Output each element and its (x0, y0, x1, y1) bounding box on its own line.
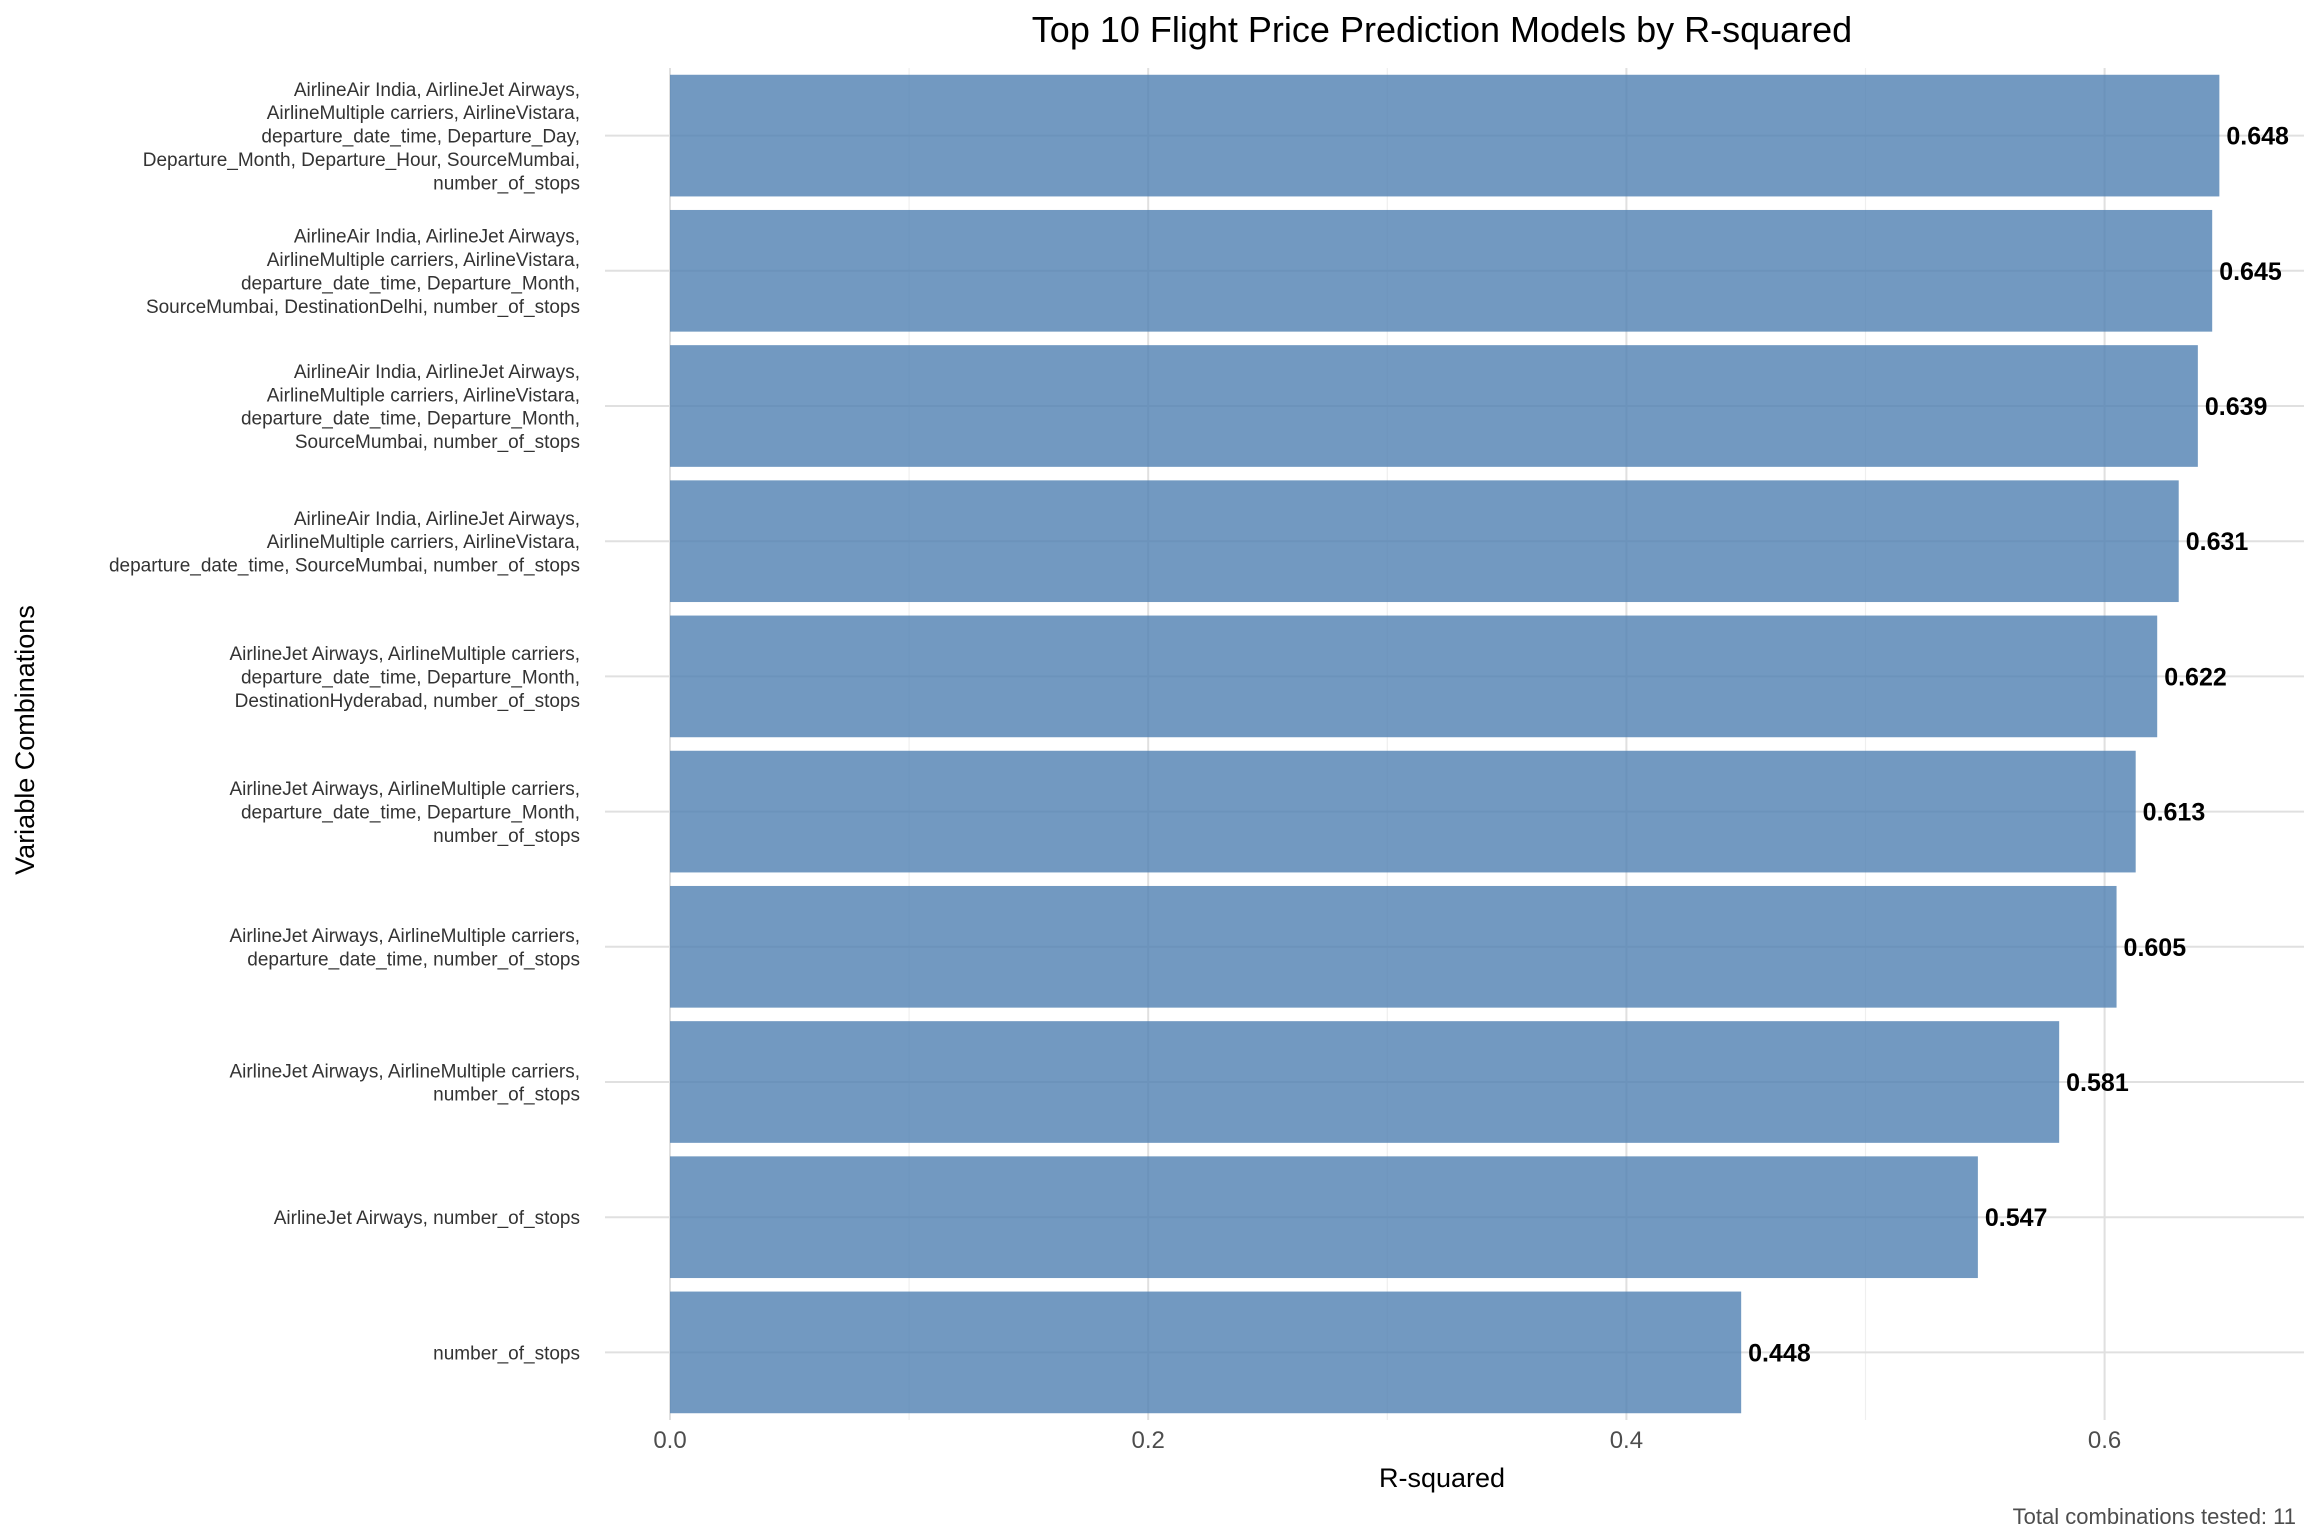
x-tick-label: 0.0 (653, 1427, 686, 1454)
chart-title: Top 10 Flight Price Prediction Models by… (1032, 9, 1852, 50)
y-tick-label: AirlineJet Airways, AirlineMultiple carr… (229, 779, 580, 847)
y-tick-label-line: departure_date_time, Departure_Month, (241, 667, 580, 688)
y-tick-label-line: departure_date_time, number_of_stops (247, 950, 580, 971)
x-tick-label: 0.4 (1610, 1427, 1643, 1454)
bar-value-label: 0.622 (2164, 663, 2227, 691)
bar-value-label: 0.547 (1985, 1204, 2048, 1232)
bar (670, 1156, 1978, 1279)
y-tick-label-line: AirlineJet Airways, number_of_stops (274, 1208, 580, 1229)
y-tick-label-line: AirlineJet Airways, AirlineMultiple carr… (229, 644, 580, 665)
y-tick-label: number_of_stops (433, 1343, 580, 1364)
y-tick-label: AirlineJet Airways, number_of_stops (274, 1208, 580, 1229)
y-tick-label-line: number_of_stops (433, 173, 580, 194)
y-axis-title: Variable Combinations (10, 605, 40, 875)
y-tick-label-line: AirlineMultiple carriers, AirlineVistara… (267, 103, 580, 124)
bar (670, 1021, 2060, 1143)
bar (670, 1291, 1742, 1414)
y-tick-label: AirlineAir India, AirlineJet Airways, Air… (109, 509, 580, 577)
bar-value-label: 0.639 (2205, 393, 2268, 421)
y-tick-label-line: AirlineJet Airways, AirlineMultiple carr… (229, 926, 580, 947)
bar-value-label: 0.648 (2226, 123, 2289, 151)
y-tick-label: AirlineJet Airways, AirlineMultiple carr… (229, 926, 580, 970)
y-tick-label: AirlineAir India, AirlineJet Airways, Air… (241, 362, 580, 453)
y-tick-label-line: AirlineAir India, AirlineJet Airways, (294, 227, 580, 248)
chart-caption: Total combinations tested: 11 (2013, 1504, 2296, 1529)
y-tick-label: AirlineJet Airways, AirlineMultiple carr… (229, 1061, 580, 1105)
y-tick-label-line: number_of_stops (433, 826, 580, 847)
bar-value-label: 0.581 (2066, 1069, 2129, 1097)
y-tick-label-line: departure_date_time, Departure_Day, (261, 127, 580, 148)
y-tick-label-line: departure_date_time, Departure_Month, (241, 274, 580, 295)
y-tick-label-line: AirlineMultiple carriers, AirlineVistara… (267, 532, 580, 553)
y-tick-label-line: AirlineJet Airways, AirlineMultiple carr… (229, 779, 580, 800)
bar-value-label: 0.448 (1748, 1339, 1811, 1367)
bar-value-label: 0.605 (2124, 934, 2187, 962)
bar (670, 615, 2158, 738)
bar-value-label: 0.645 (2219, 258, 2282, 286)
y-tick-label: AirlineAir India, AirlineJet Airways, Air… (146, 227, 580, 318)
y-tick-label-line: AirlineAir India, AirlineJet Airways, (294, 509, 580, 530)
bar (670, 345, 2198, 467)
y-tick-label-line: AirlineJet Airways, AirlineMultiple carr… (229, 1061, 580, 1082)
bar-value-label: 0.631 (2186, 528, 2249, 556)
y-tick-label-line: departure_date_time, Departure_Month, (241, 803, 580, 824)
bar (670, 74, 2220, 197)
y-tick-label-line: number_of_stops (433, 1343, 580, 1364)
x-axis-tick-labels: 0.0 0.2 0.4 0.6 (653, 1427, 2121, 1454)
y-tick-label-line: SourceMumbai, DestinationDelhi, number_o… (146, 297, 580, 318)
y-tick-label-line: AirlineAir India, AirlineJet Airways, (294, 362, 580, 383)
y-tick-label-line: departure_date_time, Departure_Month, (241, 409, 580, 430)
bar (670, 750, 2136, 873)
y-tick-label-line: AirlineMultiple carriers, AirlineVistara… (267, 385, 580, 406)
y-tick-label: AirlineJet Airways, AirlineMultiple carr… (229, 644, 580, 712)
y-tick-label: AirlineAir India, AirlineJet Airways, Air… (143, 80, 580, 195)
y-tick-label-line: Departure_Month, Departure_Hour, SourceM… (143, 150, 580, 171)
x-axis-title: R-squared (1379, 1463, 1505, 1493)
y-tick-label-line: AirlineAir India, AirlineJet Airways, (294, 80, 580, 101)
bar (670, 480, 2179, 603)
y-tick-label-line: departure_date_time, SourceMumbai, numbe… (109, 556, 580, 577)
bar (670, 885, 2117, 1008)
y-axis-tick-labels: AirlineAir India, AirlineJet Airways, Air… (109, 80, 580, 1365)
x-tick-label: 0.6 (2088, 1427, 2121, 1454)
bar-value-label: 0.613 (2143, 799, 2206, 827)
y-tick-label-line: number_of_stops (433, 1085, 580, 1106)
bars (670, 74, 2220, 1414)
x-tick-label: 0.2 (1132, 1427, 1165, 1454)
y-tick-label-line: SourceMumbai, number_of_stops (295, 432, 580, 453)
y-tick-label-line: AirlineMultiple carriers, AirlineVistara… (267, 250, 580, 271)
value-labels: 0.648 0.645 0.639 0.631 0.622 0.613 0.605 0.581… (1748, 123, 2289, 1368)
bar (670, 209, 2213, 332)
y-tick-label-line: DestinationHyderabad, number_of_stops (235, 691, 580, 712)
